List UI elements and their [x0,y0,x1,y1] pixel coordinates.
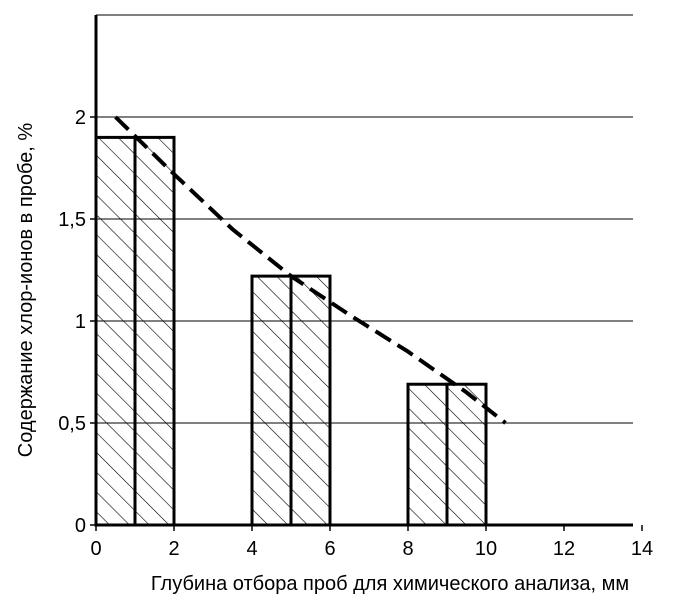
axes [94,15,633,527]
bar [289,274,332,527]
x-axis-label: Глубина отбора проб для химического анал… [151,573,629,595]
bar [94,135,137,527]
bar [406,382,449,527]
trend-line-group [114,115,507,425]
y-tick-label: 0 [75,515,86,537]
x-tick-label: 4 [246,538,257,560]
x-tick-label: 12 [553,538,575,560]
x-tick-label: 0 [90,538,101,560]
x-tick-label: 8 [402,538,413,560]
bars [94,135,488,527]
y-tick-label: 2 [75,107,86,129]
y-tick-label: 0,5 [58,413,86,435]
bar [250,274,293,527]
bar [445,382,488,527]
y-tick-label: 1,5 [58,209,86,231]
x-tick-label: 6 [324,538,335,560]
y-tick-label: 1 [75,311,86,333]
x-tick-label: 14 [631,538,653,560]
x-tick-label: 2 [168,538,179,560]
trend-line [114,115,507,425]
y-axis-label: Содержание хлор-ионов в пробе, % [15,123,37,458]
tick-labels: 0 2 4 6 8 10 12 14 0 0,5 1 1,5 2 [58,107,653,560]
x-tick-label: 10 [475,538,497,560]
gridlines [96,14,633,424]
bar [133,135,176,527]
